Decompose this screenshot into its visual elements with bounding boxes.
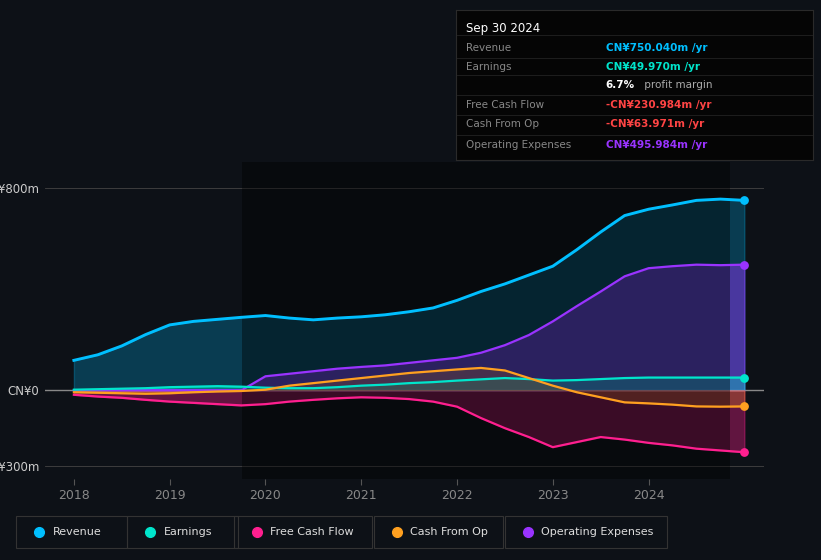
- Text: CN¥495.984m /yr: CN¥495.984m /yr: [606, 141, 707, 150]
- Point: [738, 448, 751, 457]
- Text: Revenue: Revenue: [53, 528, 101, 537]
- Point: [738, 373, 751, 382]
- Text: CN¥750.040m /yr: CN¥750.040m /yr: [606, 43, 707, 53]
- Text: 6.7%: 6.7%: [606, 80, 635, 90]
- Text: Cash From Op: Cash From Op: [466, 119, 539, 129]
- Text: Cash From Op: Cash From Op: [410, 528, 488, 537]
- Text: Operating Expenses: Operating Expenses: [466, 141, 571, 150]
- Text: CN¥49.970m /yr: CN¥49.970m /yr: [606, 62, 699, 72]
- Text: Earnings: Earnings: [163, 528, 212, 537]
- Text: Revenue: Revenue: [466, 43, 511, 53]
- Text: Free Cash Flow: Free Cash Flow: [270, 528, 354, 537]
- Point: [738, 196, 751, 205]
- Text: -CN¥230.984m /yr: -CN¥230.984m /yr: [606, 100, 711, 110]
- Point: [738, 260, 751, 269]
- Point: [738, 402, 751, 411]
- Text: Operating Expenses: Operating Expenses: [541, 528, 654, 537]
- Text: Free Cash Flow: Free Cash Flow: [466, 100, 544, 110]
- Bar: [241, 137, 730, 492]
- Text: Earnings: Earnings: [466, 62, 511, 72]
- Text: profit margin: profit margin: [641, 80, 713, 90]
- Text: -CN¥63.971m /yr: -CN¥63.971m /yr: [606, 119, 704, 129]
- Text: Sep 30 2024: Sep 30 2024: [466, 22, 540, 35]
